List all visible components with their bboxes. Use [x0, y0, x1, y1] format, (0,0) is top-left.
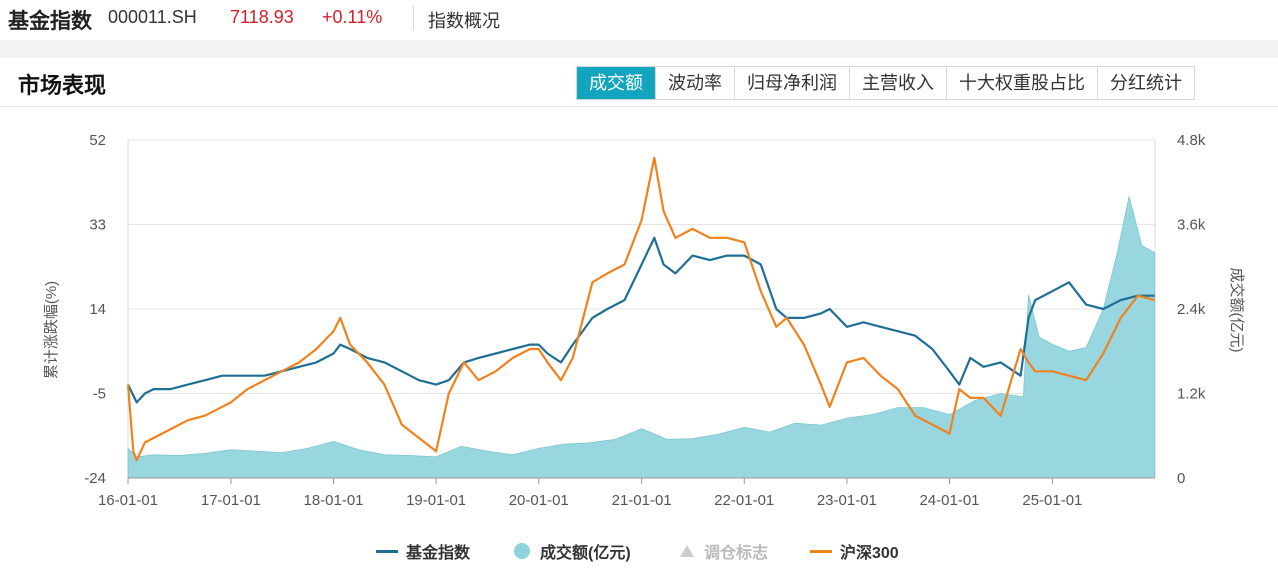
x-tick-label: 18-01-01 — [303, 492, 363, 509]
section-rule — [0, 106, 1278, 107]
chart-legend: 基金指数 成交额(亿元) 调仓标志 沪深300 — [0, 538, 1278, 564]
x-tick-label: 19-01-01 — [406, 492, 466, 509]
index-overview-link[interactable]: 指数概况 — [428, 11, 500, 31]
market-performance-chart: 52 4.8k 33 3.6k 14 2.4k -5 1.2k -24 0 16-01-01 17-0… — [43, 132, 1246, 509]
legend-label: 调仓标志 — [704, 545, 769, 562]
series-hs300-line — [126, 156, 1155, 462]
axes-layer: 52 4.8k 33 3.6k 14 2.4k -5 1.2k -24 0 16-01-01 17-0… — [84, 132, 1206, 509]
series-turnover-area — [127, 196, 1156, 479]
legend-label: 基金指数 — [406, 545, 471, 562]
y-tick-label-left: 14 — [89, 301, 106, 318]
series-fund-index-line — [127, 236, 1155, 404]
metric-tabs: 成交额 波动率 归母净利润 主营收入 十大权重股占比 分红统计 — [576, 66, 1195, 100]
tab-volatility[interactable]: 波动率 — [655, 67, 734, 99]
legend-turnover[interactable]: 成交额(亿元) — [514, 538, 631, 564]
y-tick-label-left: 52 — [89, 132, 106, 149]
y-tick-label-left: -24 — [84, 470, 106, 487]
y-tick-label-right: 2.4k — [1177, 301, 1206, 318]
y-axis-title-left: 累计涨跌幅(%) — [43, 281, 60, 379]
x-tick-label: 25-01-01 — [1022, 492, 1082, 509]
header-divider — [413, 6, 414, 30]
line-symbol-icon — [810, 549, 832, 553]
x-tick-label: 24-01-01 — [919, 492, 979, 509]
legend-fund-index[interactable]: 基金指数 — [376, 538, 470, 564]
area-symbol-icon — [514, 543, 530, 559]
index-code: 000011.SH — [108, 7, 197, 27]
tab-main-revenue[interactable]: 主营收入 — [849, 67, 946, 99]
x-tick-label: 23-01-01 — [817, 492, 877, 509]
index-header: 基金指数 000011.SH 7118.93 +0.11% 指数概况 — [0, 0, 1278, 38]
tab-dividend-stats[interactable]: 分红统计 — [1097, 67, 1194, 99]
legend-hs300[interactable]: 沪深300 — [810, 538, 899, 564]
tab-net-profit[interactable]: 归母净利润 — [734, 67, 849, 99]
y-tick-label-left: -5 — [93, 386, 106, 403]
index-change: +0.11% — [322, 7, 383, 27]
tab-top10-weight[interactable]: 十大权重股占比 — [946, 67, 1097, 99]
y-axis-title-right: 成交额(亿元) — [1228, 268, 1246, 353]
section-separator — [0, 40, 1278, 58]
legend-label: 沪深300 — [840, 545, 899, 562]
x-tick-label: 16-01-01 — [98, 492, 158, 509]
line-symbol-icon — [376, 549, 398, 553]
triangle-icon — [680, 545, 694, 557]
volume-area-layer — [127, 196, 1156, 479]
index-name: 基金指数 — [8, 10, 92, 33]
y-tick-label-right: 1.2k — [1177, 386, 1206, 403]
y-tick-label-right: 4.8k — [1177, 132, 1206, 149]
y-tick-label-left: 33 — [89, 217, 106, 234]
x-tick-label: 17-01-01 — [201, 492, 261, 509]
section-title: 市场表现 — [18, 73, 107, 98]
x-tick-label: 21-01-01 — [612, 492, 672, 509]
index-price: 7118.93 — [230, 7, 294, 27]
legend-label: 成交额(亿元) — [540, 545, 631, 562]
x-tick-label: 22-01-01 — [714, 492, 774, 509]
lines-layer — [126, 156, 1155, 462]
tab-turnover[interactable]: 成交额 — [577, 67, 655, 99]
x-tick-label: 20-01-01 — [509, 492, 569, 509]
legend-rebalance-flag[interactable]: 调仓标志 — [680, 538, 768, 564]
y-tick-label-right: 3.6k — [1177, 217, 1206, 234]
y-tick-label-right: 0 — [1177, 470, 1185, 487]
